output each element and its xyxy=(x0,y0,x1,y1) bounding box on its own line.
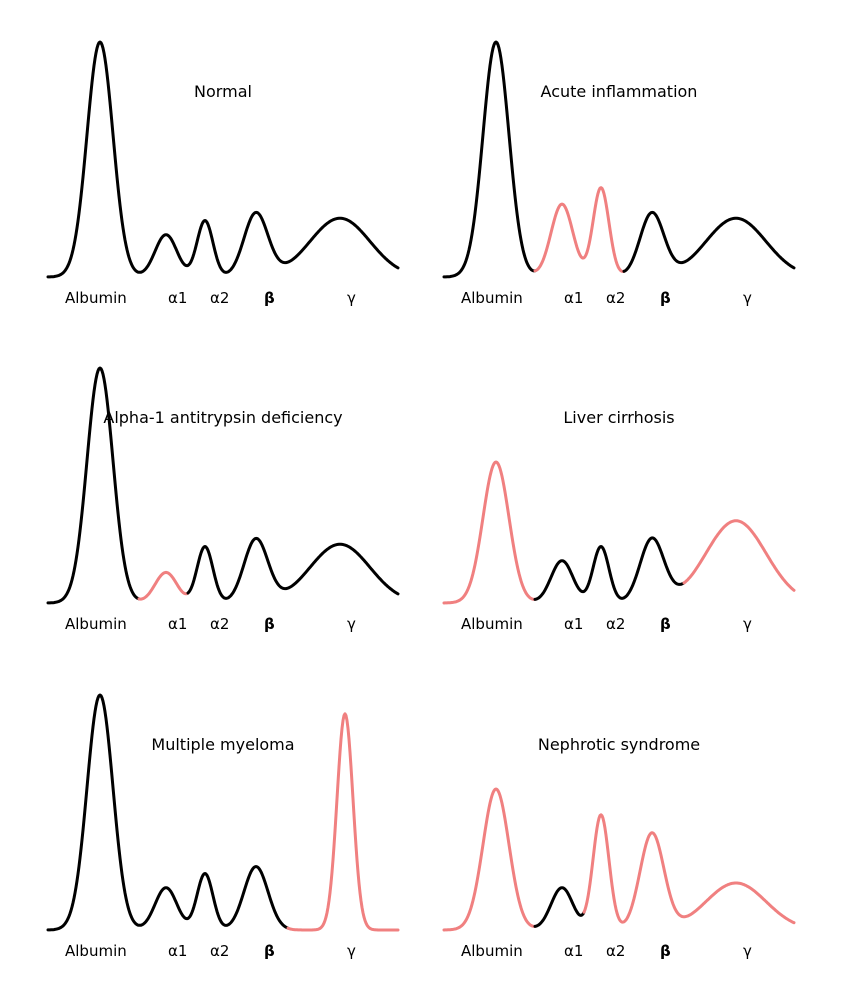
panel-title: Alpha-1 antitrypsin deficiency xyxy=(103,408,342,427)
band-label-alpha1: α1 xyxy=(564,615,583,633)
abnormal-curve-segment xyxy=(286,712,400,932)
panel-title: Acute inflammation xyxy=(541,82,698,101)
band-label-alpha2: α2 xyxy=(606,615,625,633)
panel-normal: Normal Albumin α1 α2 β γ xyxy=(46,40,400,307)
band-label-alpha1: α1 xyxy=(168,289,187,307)
band-label-alpha2: α2 xyxy=(606,289,625,307)
band-label-beta: β xyxy=(660,615,671,633)
normal-curve-segment xyxy=(46,40,400,279)
band-label-albumin: Albumin xyxy=(461,942,523,960)
band-label-beta: β xyxy=(264,289,275,307)
band-label-albumin: Albumin xyxy=(461,615,523,633)
panel-multiple-myeloma: Multiple myeloma Albumin α1 α2 β γ xyxy=(46,693,400,960)
panel-title: Liver cirrhosis xyxy=(563,408,674,427)
abnormal-curve-segment xyxy=(533,186,626,273)
panel-nephrotic-syndrome: Nephrotic syndrome Albumin α1 α2 β γ xyxy=(442,735,796,960)
abnormal-curve-segment xyxy=(442,787,537,932)
panel-alpha-1-antitrypsin-deficiency: Alpha-1 antitrypsin deficiency Albumin α1 α… xyxy=(46,366,400,633)
band-label-alpha2: α2 xyxy=(210,615,229,633)
normal-curve-segment xyxy=(533,536,686,601)
abnormal-curve-segment xyxy=(682,519,796,592)
band-label-gamma: γ xyxy=(347,615,356,633)
band-label-gamma: γ xyxy=(743,289,752,307)
band-label-alpha2: α2 xyxy=(210,942,229,960)
panel-liver-cirrhosis: Liver cirrhosis Albumin α1 α2 β γ xyxy=(442,408,796,633)
normal-curve-segment xyxy=(533,886,586,928)
band-label-alpha1: α1 xyxy=(564,942,583,960)
normal-curve-segment xyxy=(186,536,400,600)
band-label-beta: β xyxy=(660,942,671,960)
normal-curve-segment xyxy=(46,693,290,932)
band-label-albumin: Albumin xyxy=(65,942,127,960)
band-label-beta: β xyxy=(660,289,671,307)
normal-curve-segment xyxy=(442,40,537,279)
band-label-alpha1: α1 xyxy=(168,942,187,960)
panel-acute-inflammation: Acute inflammation Albumin α1 α2 β γ xyxy=(442,40,796,307)
band-label-albumin: Albumin xyxy=(65,615,127,633)
band-label-gamma: γ xyxy=(743,615,752,633)
abnormal-curve-segment xyxy=(442,460,537,605)
band-label-gamma: γ xyxy=(347,289,356,307)
band-label-alpha1: α1 xyxy=(564,289,583,307)
band-label-gamma: γ xyxy=(347,942,356,960)
band-label-albumin: Albumin xyxy=(65,289,127,307)
normal-curve-segment xyxy=(46,366,141,605)
abnormal-curve-segment xyxy=(582,813,796,925)
abnormal-curve-segment xyxy=(137,570,190,601)
panel-title: Normal xyxy=(194,82,252,101)
band-label-alpha2: α2 xyxy=(210,289,229,307)
band-label-alpha1: α1 xyxy=(168,615,187,633)
band-label-beta: β xyxy=(264,615,275,633)
band-label-beta: β xyxy=(264,942,275,960)
band-label-alpha2: α2 xyxy=(606,942,625,960)
panel-title: Nephrotic syndrome xyxy=(538,735,700,754)
band-label-albumin: Albumin xyxy=(461,289,523,307)
normal-curve-segment xyxy=(622,210,796,273)
panel-title: Multiple myeloma xyxy=(151,735,294,754)
band-label-gamma: γ xyxy=(743,942,752,960)
